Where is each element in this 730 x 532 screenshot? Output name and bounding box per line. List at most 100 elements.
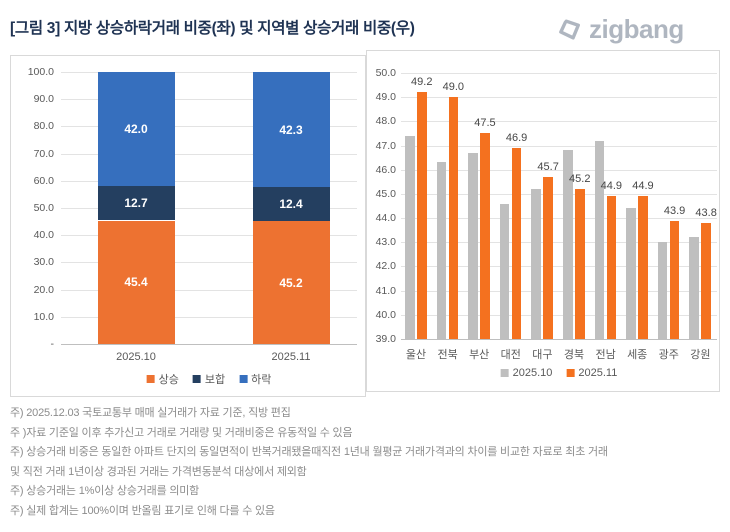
y-tick-label: 70.0: [33, 147, 54, 160]
y-tick-label: 46.0: [375, 163, 396, 176]
y-tick-label: 47.0: [375, 139, 396, 152]
gridline: [61, 262, 357, 264]
bar-2025.11: [543, 176, 553, 339]
bar-segment-하락: [252, 72, 330, 188]
bar-value-label: 45.2: [279, 275, 303, 290]
gridline: [61, 344, 357, 345]
gridline: [61, 153, 357, 155]
gridline: [61, 235, 357, 237]
gridline: [401, 218, 717, 220]
y-tick-label: 41.0: [375, 284, 396, 297]
y-tick-label: 45.0: [375, 187, 396, 200]
footnote-line: 주) 2025.12.03 국토교통부 매매 실거래가 자료 기준, 직방 편집: [10, 407, 291, 419]
y-tick-label: 60.0: [33, 174, 54, 187]
zigbang-logo-text: zigbang: [589, 14, 684, 44]
bar-2025.10: [594, 140, 605, 339]
y-tick-label: 50.0: [375, 67, 396, 79]
legend-swatch: [192, 375, 201, 383]
gridline: [401, 314, 717, 316]
legend-label: 하락: [251, 374, 272, 386]
x-axis-label: 세종: [627, 349, 648, 361]
x-axis-label: 전남: [595, 349, 616, 361]
bar-2025.11: [511, 147, 522, 339]
y-tick-label: 39.0: [375, 333, 396, 345]
gridline: [401, 145, 717, 147]
gridline: [61, 180, 357, 182]
x-axis-label: 광주: [658, 349, 679, 361]
bar-value-label: 45.2: [569, 173, 591, 186]
legend-swatch: [146, 375, 155, 383]
x-axis-label: 강원: [690, 349, 711, 361]
bar-value-label: 49.2: [411, 76, 433, 89]
y-tick-label: 43.0: [375, 236, 396, 249]
bar-2025.11: [480, 133, 490, 339]
bar-value-label: 42.3: [279, 122, 303, 137]
chart-panel-grouped: 50.0 49.0 48.0 47.0 46.0 45.0 44.0 43.0 42.0 41.0…: [366, 50, 720, 392]
x-axis-label: 울산: [405, 349, 427, 361]
y-tick-label: 50.0: [33, 202, 54, 214]
y-tick-label: 49.0: [375, 91, 396, 104]
y-tick-label: 44.0: [375, 212, 396, 225]
legend-item-하락: 하락: [239, 371, 271, 387]
bar-2025.10: [563, 150, 573, 339]
footnote-line: 주) 실제 합계는 100%이며 반올림 표기로 인해 다를 수 있음: [10, 504, 275, 517]
y-tick-label: 40.0: [375, 308, 396, 321]
page-title: [그림 3] 지방 상승하락거래 비중(좌) 및 지역별 상승거래 비중(우): [10, 20, 415, 37]
footnote-line: 및 직전 거래 1년이상 경과된 거래는 가격변동분석 대상에서 제외함: [10, 465, 307, 478]
gridline: [401, 121, 717, 123]
bar-2025.10: [657, 242, 668, 339]
bar-value-label: 47.5: [474, 117, 496, 130]
bar-2025.10: [531, 189, 541, 339]
bar-segment-보합: [252, 187, 330, 222]
legend-swatch: [239, 375, 248, 383]
footnote-line: 주) 상승거래는 1%이상 상승거래를 의미함: [10, 485, 200, 497]
bar-value-label: 44.9: [632, 180, 654, 193]
bar-2025.10: [499, 203, 510, 339]
chart-panel-stacked: 100.0 90.0 80.0 70.0 60.0 50.0 40.0 30.0 20.0 10.…: [10, 55, 366, 397]
bar-2025.11: [575, 189, 585, 339]
bar-segment-보합: [97, 185, 175, 221]
x-axis-label: 대구: [532, 349, 553, 361]
gridline: [401, 266, 717, 268]
y-tick-label: 90.0: [33, 93, 54, 106]
y-tick-label: -: [50, 338, 55, 350]
y-tick-label: 40.0: [33, 229, 54, 242]
legend-item-상승: 상승: [146, 371, 179, 387]
gridline: [401, 193, 717, 195]
bar-value-label: 45.4: [124, 275, 148, 290]
y-tick-label: 20.0: [33, 283, 54, 296]
bar-value-label: 42.0: [124, 121, 148, 136]
bar-value-label: 43.8: [695, 206, 717, 219]
legend-label: 2025.11: [578, 367, 618, 379]
legend-item-2025.11: 2025.11: [566, 367, 617, 379]
bar-value-label: 45.7: [537, 160, 559, 173]
zigbang-mark-icon: [556, 16, 583, 43]
bar-value-label: 46.9: [505, 131, 528, 144]
footnote-line: 주 )자료 기준일 이후 추가신고 거래로 거래량 및 거래비중은 유동적일 수…: [10, 426, 353, 439]
bar-2025.11: [448, 97, 459, 339]
legend-swatch: [566, 369, 575, 377]
bar-2025.11: [417, 92, 427, 339]
bar-value-label: 12.4: [279, 197, 303, 212]
bar-2025.11: [669, 220, 680, 339]
gridline: [401, 242, 717, 244]
footnote-line: 주) 상승거래 비중은 동일한 아파트 단지의 동일면적이 반복거래됐을때직전 …: [10, 446, 608, 458]
gridline: [61, 99, 357, 101]
y-tick-label: 48.0: [375, 115, 396, 128]
x-axis-label: 대전: [500, 349, 521, 361]
bar-value-label: 12.7: [124, 196, 148, 211]
legend-label: 보합: [204, 374, 226, 386]
footnotes: 주) 2025.12.03 국토교통부 매매 실거래가 자료 기준, 직방 편집…: [10, 404, 608, 521]
gridline: [401, 97, 717, 99]
gridline: [61, 126, 357, 128]
x-axis-label: 전북: [437, 349, 458, 361]
bar-value-label: 44.9: [600, 180, 623, 193]
bar-2025.10: [689, 237, 699, 339]
x-axis-label: 2025.10: [116, 351, 156, 363]
x-axis-label: 경북: [563, 349, 585, 361]
bar-value-label: 49.0: [442, 81, 465, 94]
gridline: [61, 316, 357, 318]
legend-label: 상승: [158, 374, 179, 386]
y-tick-label: 10.0: [33, 310, 54, 323]
